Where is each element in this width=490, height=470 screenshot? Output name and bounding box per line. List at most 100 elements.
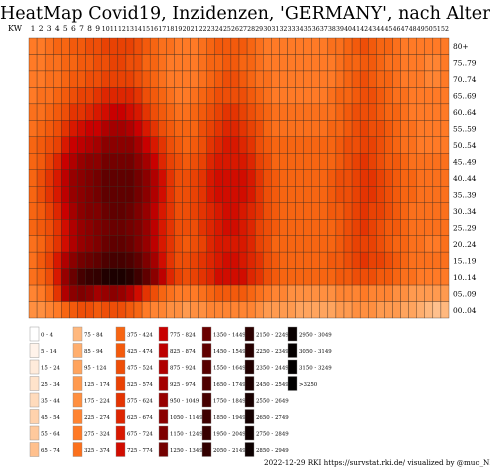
- heatmap-cell: [392, 235, 401, 253]
- heatmap-cell: [327, 54, 337, 72]
- heatmap-cell: [149, 301, 159, 319]
- heatmap-cell: [311, 120, 320, 137]
- heatmap-cell: [69, 169, 78, 187]
- week-tick-label: 52: [441, 26, 449, 33]
- heatmap-cell: [198, 251, 207, 269]
- heatmap-cell: [149, 186, 159, 203]
- heatmap-cell: [198, 153, 207, 170]
- heatmap-cell: [174, 186, 183, 203]
- heatmap-cell: [182, 301, 191, 319]
- heatmap-cell: [295, 202, 304, 220]
- heatmap-cell: [109, 136, 119, 154]
- legend-label: 525 - 574: [127, 382, 153, 388]
- heatmap-cell: [28, 202, 38, 220]
- heatmap-cell: [319, 235, 329, 253]
- heatmap-cell: [182, 219, 191, 236]
- heatmap-cell: [77, 186, 86, 203]
- heatmap-cell: [376, 153, 385, 170]
- heatmap-cell: [351, 284, 361, 302]
- heatmap-cell: [190, 87, 199, 105]
- heatmap-cell: [214, 120, 224, 137]
- heatmap-cell: [77, 37, 86, 55]
- heatmap-cell: [44, 120, 54, 137]
- heatmap-cell: [125, 54, 135, 72]
- heatmap-cell: [53, 136, 62, 154]
- heatmap-cell: [198, 37, 207, 55]
- week-tick-label: 34: [296, 26, 304, 33]
- week-tick-label: 17: [158, 26, 166, 33]
- heatmap-cell: [351, 120, 361, 137]
- heatmap-cell: [230, 54, 240, 72]
- heatmap-cell: [335, 153, 345, 170]
- heatmap-cell: [44, 169, 54, 187]
- heatmap-cell: [359, 301, 369, 319]
- heatmap-cell: [214, 235, 224, 253]
- heatmap-cell: [238, 37, 248, 55]
- heatmap-cell: [125, 136, 135, 154]
- heatmap-cell: [93, 136, 102, 154]
- heatmap-cell: [287, 37, 296, 55]
- heatmap-cell: [263, 301, 272, 319]
- heatmap-cell: [311, 153, 320, 170]
- heatmap-cell: [287, 153, 296, 170]
- heatmap-cell: [166, 37, 175, 55]
- heatmap-cell: [440, 284, 450, 302]
- heatmap-cell: [400, 120, 409, 137]
- heatmap-cell: [141, 235, 151, 253]
- heatmap-cell: [424, 103, 434, 121]
- legend-label: 2550 - 2649: [256, 398, 289, 404]
- legend-label: 925 - 974: [170, 382, 196, 388]
- heatmap-cell: [392, 268, 401, 286]
- heatmap-cell: [141, 153, 151, 170]
- heatmap-cell: [149, 235, 159, 253]
- heatmap-cell: [149, 37, 159, 55]
- legend-swatch: [72, 376, 83, 391]
- legend-swatch: [287, 343, 298, 358]
- heatmap-cell: [432, 235, 442, 253]
- heatmap-cell: [61, 186, 70, 203]
- heatmap-cell: [85, 70, 94, 88]
- heatmap-cell: [279, 136, 288, 154]
- heatmap-cell: [44, 301, 54, 319]
- heatmap-cell: [351, 37, 361, 55]
- heatmap-cell: [359, 136, 369, 154]
- heatmap-cell: [408, 219, 417, 236]
- heatmap-cell: [93, 202, 102, 220]
- legend-swatch: [244, 343, 255, 358]
- heatmap-cell: [440, 202, 450, 220]
- heatmap-cell: [303, 136, 312, 154]
- heatmap-cell: [392, 219, 401, 236]
- heatmap-cell: [182, 186, 191, 203]
- heatmap-cell: [254, 103, 264, 121]
- heatmap-cell: [295, 235, 304, 253]
- heatmap-cell: [125, 70, 135, 88]
- heatmap-cell: [230, 251, 240, 269]
- heatmap-cell: [343, 169, 353, 187]
- heatmap-cell: [214, 268, 224, 286]
- heatmap-cell: [319, 202, 329, 220]
- heatmap-cell: [214, 284, 224, 302]
- heatmap-cell: [424, 251, 434, 269]
- heatmap-cell: [351, 136, 361, 154]
- heatmap-cell: [271, 169, 280, 187]
- heatmap-cell: [190, 153, 199, 170]
- heatmap-cell: [182, 268, 191, 286]
- heatmap-cell: [36, 54, 46, 72]
- legend-label: 1850 - 1949: [213, 415, 246, 421]
- heatmap-cell: [44, 186, 54, 203]
- heatmap-cell: [166, 103, 175, 121]
- heatmap-cell: [214, 136, 224, 154]
- heatmap-cell: [408, 136, 417, 154]
- heatmap-cell: [311, 70, 320, 88]
- heatmap-cell: [359, 37, 369, 55]
- heatmap-cell: [77, 70, 86, 88]
- heatmap-cell: [125, 153, 135, 170]
- heatmap-cell: [222, 153, 232, 170]
- heatmap-cell: [392, 169, 401, 187]
- heatmap-cell: [295, 103, 304, 121]
- heatmap-cell: [117, 301, 127, 319]
- heatmap-cell: [303, 169, 312, 187]
- heatmap-cell: [335, 186, 345, 203]
- heatmap-cell: [440, 87, 450, 105]
- week-tick-label: 9: [95, 24, 100, 33]
